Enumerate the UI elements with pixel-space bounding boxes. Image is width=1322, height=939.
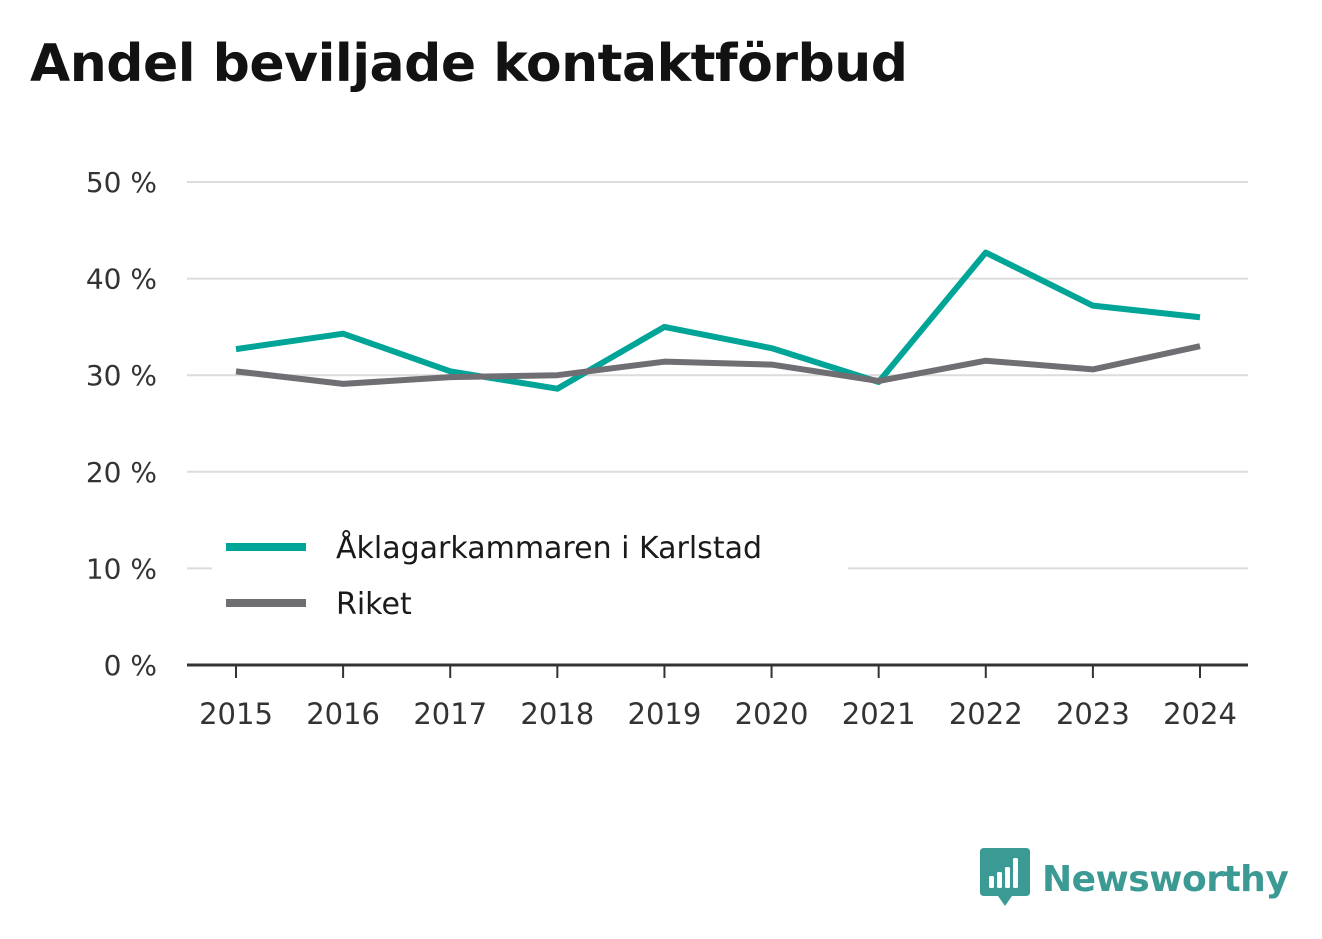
y-tick-label: 20 %	[86, 456, 157, 489]
x-tick-label: 2024	[1163, 697, 1237, 731]
x-tick-label: 2017	[413, 697, 487, 731]
y-tick-label: 50 %	[86, 166, 157, 199]
x-tick-label: 2020	[735, 697, 809, 731]
gridlines	[187, 181, 1248, 570]
x-tick-label: 2022	[949, 697, 1023, 731]
x-tick-label: 2016	[306, 697, 380, 731]
x-tick-label: 2019	[628, 697, 702, 731]
chart-title: Andel beviljade kontaktförbud	[30, 34, 908, 94]
series-lines	[235, 249, 1201, 392]
x-tick-label: 2015	[199, 697, 273, 731]
y-tick-label: 0 %	[104, 649, 157, 682]
legend-label: Åklagarkammaren i Karlstad	[336, 530, 762, 566]
x-tick-label: 2023	[1056, 697, 1130, 731]
newsworthy-logo-icon	[980, 848, 1030, 906]
brand-logo: Newsworthy	[980, 848, 1289, 910]
x-axis: 2015 2016 2017 2018 2019 2020 2021 2022 2023 2024	[187, 663, 1248, 731]
y-tick-label: 10 %	[86, 552, 157, 585]
series-line-riket	[235, 343, 1201, 387]
legend: Åklagarkammaren i Karlstad Riket	[212, 520, 848, 622]
brand-name: Newsworthy	[1042, 858, 1289, 900]
y-tick-label: 30 %	[86, 359, 157, 392]
series-line-karlstad	[235, 249, 1201, 392]
legend-background	[212, 520, 848, 570]
x-tick-label: 2021	[842, 697, 916, 731]
x-tick-label: 2018	[520, 697, 594, 731]
legend-label: Riket	[336, 587, 412, 622]
y-tick-label: 40 %	[86, 263, 157, 296]
y-axis: 0 % 10 % 20 % 30 % 40 % 50 %	[86, 166, 157, 682]
